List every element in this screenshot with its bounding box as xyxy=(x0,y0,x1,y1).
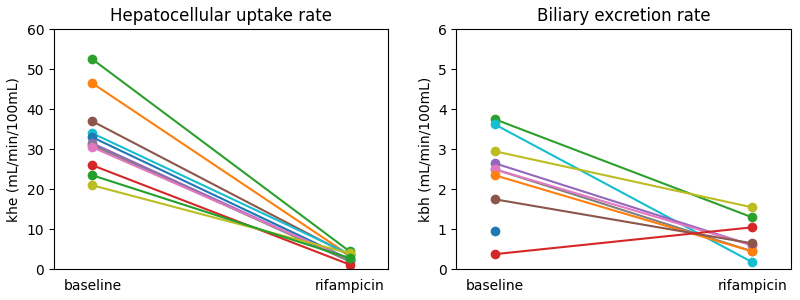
Y-axis label: kbh (mL/min/100mL): kbh (mL/min/100mL) xyxy=(418,77,432,222)
Title: Hepatocellular uptake rate: Hepatocellular uptake rate xyxy=(110,7,332,25)
Title: Biliary excretion rate: Biliary excretion rate xyxy=(537,7,710,25)
Y-axis label: khe (mL/min/100mL): khe (mL/min/100mL) xyxy=(7,77,21,222)
